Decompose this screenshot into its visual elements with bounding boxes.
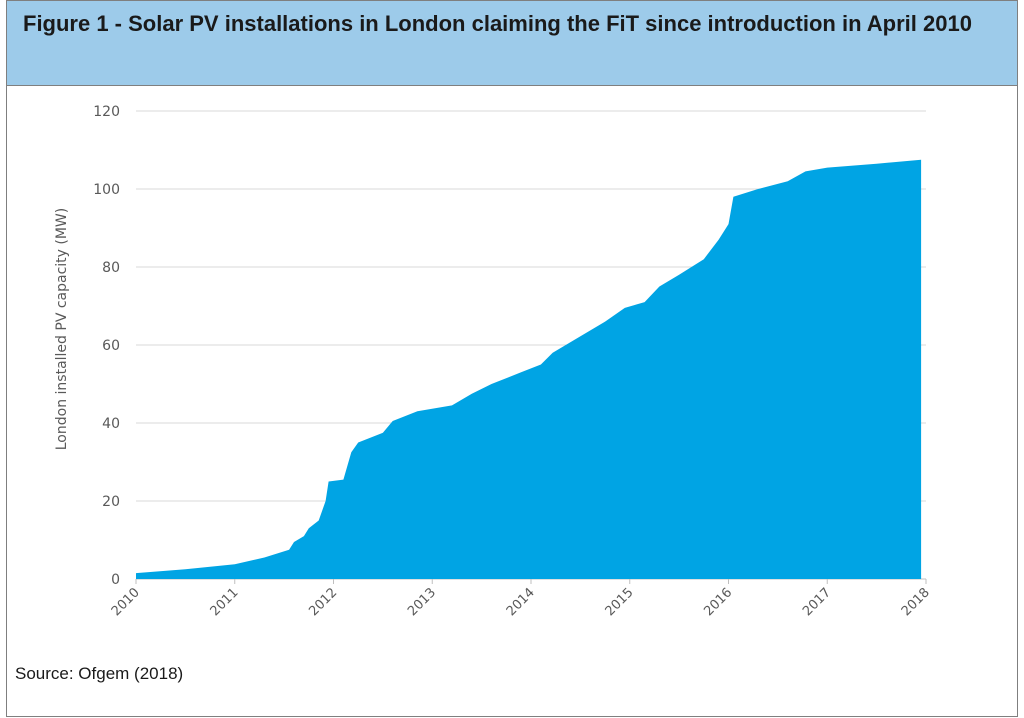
y-axis-label: London installed PV capacity (MW) <box>54 208 70 451</box>
x-tick-label: 2012 <box>306 585 340 619</box>
x-tick-label: 2015 <box>603 585 637 619</box>
y-tick-label: 80 <box>102 260 120 276</box>
source-note: Source: Ofgem (2018) <box>15 664 184 683</box>
y-axis-ticks: 0 20 40 60 80 100 120 <box>93 104 120 588</box>
y-tick-label: 20 <box>102 494 120 510</box>
x-tick-label: 2013 <box>405 585 439 619</box>
x-tick-label: 2011 <box>208 585 242 619</box>
x-tick-label: 2014 <box>504 585 538 619</box>
y-tick-label: 100 <box>93 182 120 198</box>
x-tick-label: 2016 <box>701 585 735 619</box>
figure-frame <box>6 0 1018 717</box>
y-tick-label: 120 <box>93 104 120 120</box>
area-chart: 0 20 40 60 80 100 120 2010 2011 2012 2013 2014 2015… <box>54 104 933 619</box>
x-tick-label: 2010 <box>109 585 143 619</box>
y-tick-label: 40 <box>102 416 120 432</box>
y-tick-label: 60 <box>102 338 120 354</box>
x-axis-ticks: 2010 2011 2012 2013 2014 2015 2016 2017 2018 <box>109 579 933 619</box>
x-tick-label: 2017 <box>800 585 834 619</box>
figure-header: Figure 1 - Solar PV installations in Lon… <box>6 0 1018 86</box>
x-tick-label: 2018 <box>899 585 933 619</box>
y-tick-label: 0 <box>111 572 120 588</box>
figure-title: Figure 1 - Solar PV installations in Lon… <box>23 11 972 36</box>
capacity-area <box>136 159 922 580</box>
